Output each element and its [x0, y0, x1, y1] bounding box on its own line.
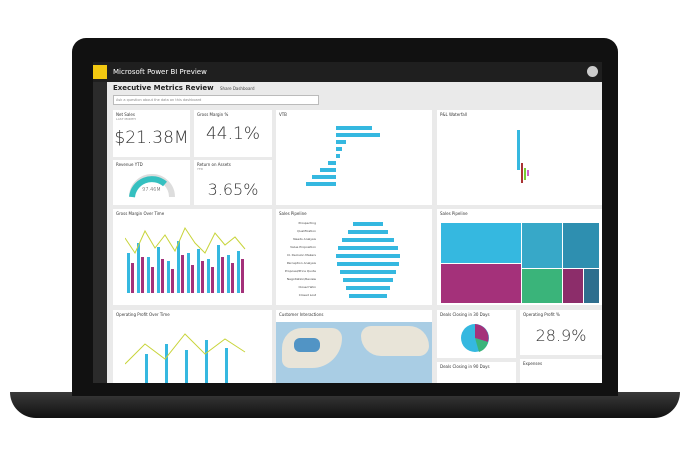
dashboard-title: Executive Metrics Review — [113, 84, 214, 92]
tile[interactable]: Operating Profit % 28.9% — [520, 310, 602, 355]
tile-title: VTB — [279, 112, 287, 117]
app-title: Microsoft Power BI Preview — [113, 68, 207, 76]
laptop-base — [10, 392, 680, 418]
funnel-stage-label: Qualification — [297, 229, 316, 233]
avatar[interactable] — [587, 66, 598, 77]
funnel-bar — [346, 286, 390, 290]
funnel-bar — [340, 270, 396, 274]
map — [276, 322, 432, 383]
combo-graphic — [125, 226, 246, 293]
funnel-bar — [349, 294, 387, 298]
screen: Microsoft Power BI Preview Executive Met… — [93, 62, 602, 383]
tile[interactable]: VTB — [276, 110, 432, 205]
kpi: 97.46M — [142, 187, 161, 193]
funnel-stage-label: Negotiation/Review — [286, 277, 316, 281]
funnel-stage-label: Needs Analysis — [293, 237, 316, 241]
tile-title: Deals Closing in 30 Days — [440, 312, 490, 317]
tile[interactable]: Operating Profit Over Time — [113, 310, 272, 383]
tile-title: Operating Profit % — [523, 312, 560, 317]
tile[interactable]: Expenses — [520, 359, 602, 383]
gauge-graphic — [129, 174, 175, 198]
funnel-stage-label: Perception Analysis — [286, 261, 316, 265]
pie-graphic — [461, 324, 489, 352]
tile-title: Operating Profit Over Time — [116, 312, 170, 317]
combo-graphic — [125, 333, 246, 383]
tile-title: Customer Interactions — [279, 312, 324, 317]
tile[interactable]: Deals Closing in 90 Days — [437, 362, 516, 383]
funnel-bar — [338, 246, 398, 250]
tile[interactable]: Gross Margin % 44.1% — [194, 110, 272, 157]
tile[interactable]: Deals Closing in 30 Days — [437, 310, 516, 358]
share-button[interactable]: Share Dashboard — [220, 86, 255, 91]
tile[interactable]: Net Sales LAST MONTH $21.38M — [113, 110, 190, 157]
funnel-stage-label: Proposal/Price Quote — [284, 269, 316, 273]
funnel-bar — [342, 238, 394, 242]
tile[interactable]: P&L Waterfall — [437, 110, 602, 205]
tile-title: Sales Pipeline — [440, 211, 468, 216]
tile-title: P&L Waterfall — [440, 112, 467, 117]
funnel-bar — [337, 262, 399, 266]
tile-title: Gross Margin Over Time — [116, 211, 165, 216]
kpi: $21.38M — [114, 128, 189, 148]
funnel-stage-label: Prospecting — [298, 221, 316, 225]
qna-box[interactable]: Ask a question about the data on this da… — [113, 95, 319, 105]
tile-subtitle: LAST MONTH — [116, 117, 136, 121]
kpi: 44.1% — [205, 124, 260, 144]
funnel-stage-label: Closed Won — [298, 285, 316, 289]
funnel-bar — [336, 254, 400, 258]
funnel-bar — [348, 230, 388, 234]
tile-title: Net Sales — [116, 112, 135, 117]
tile[interactable]: Revenue YTD 97.46M — [113, 160, 190, 205]
tile[interactable]: Sales Pipeline Prospecting Qualification N… — [276, 209, 432, 305]
funnel-stage-label: Id. Decision Makers — [286, 253, 316, 257]
tile-subtitle: YTD — [197, 167, 203, 171]
tile[interactable]: Sales Pipeline — [437, 209, 602, 305]
tile-title: Expenses — [523, 361, 543, 366]
funnel-bar — [353, 222, 383, 226]
treemap-graphic — [441, 223, 599, 303]
kpi: 28.9% — [535, 326, 587, 345]
tile-title: Deals Closing in 90 Days — [440, 364, 490, 369]
funnel-stage-label: Closed Lost — [298, 293, 316, 297]
tile-title: Sales Pipeline — [279, 211, 307, 216]
tile[interactable]: Customer Interactions — [276, 310, 432, 383]
tile[interactable]: Return on Assets YTD 3.65% — [194, 160, 272, 205]
bar-graphic — [306, 126, 380, 186]
app-launcher[interactable] — [93, 65, 107, 79]
tile-title: Return on Assets — [197, 162, 231, 167]
waterfall-graphic — [517, 130, 529, 183]
tile-title: Gross Margin % — [197, 112, 229, 117]
tile-title: Revenue YTD — [116, 162, 143, 167]
left-nav — [93, 82, 107, 383]
funnel-bar — [343, 278, 393, 282]
tile[interactable]: Gross Margin Over Time — [113, 209, 272, 305]
funnel-stage-label: Value Proposition — [290, 245, 316, 249]
top-bar — [93, 62, 602, 82]
kpi: 3.65% — [207, 180, 259, 199]
